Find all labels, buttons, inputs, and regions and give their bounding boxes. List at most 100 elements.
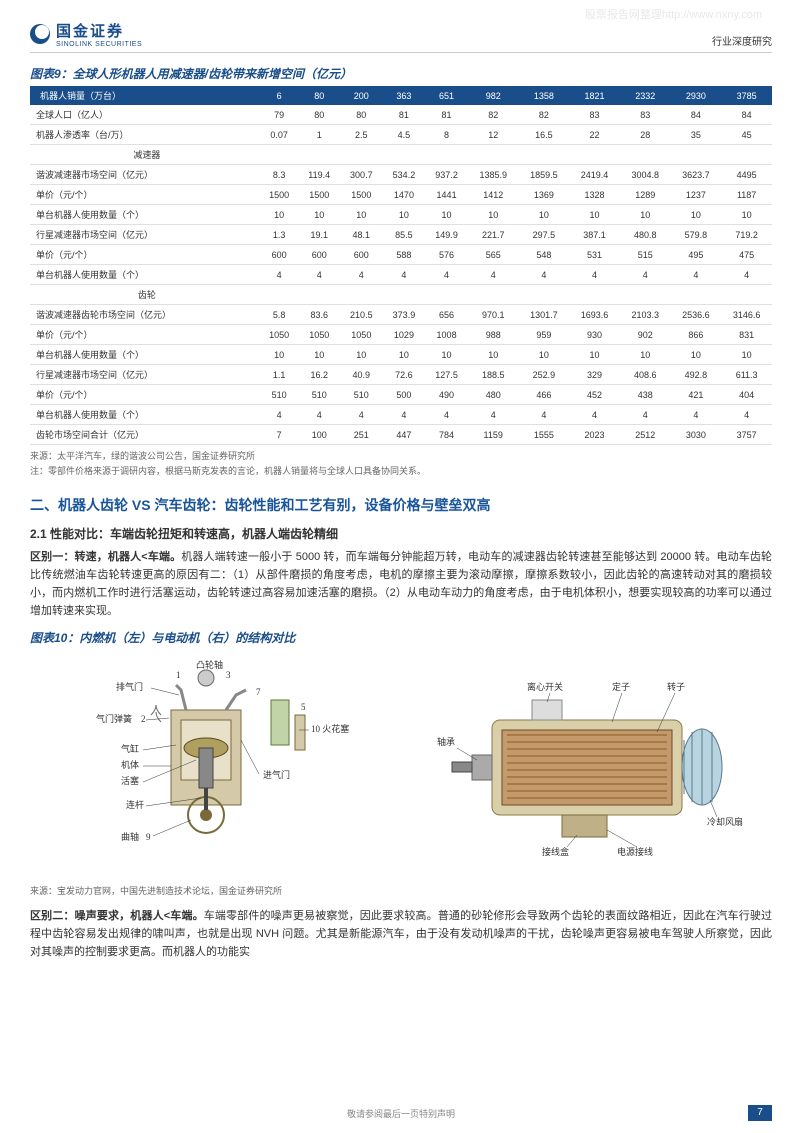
cell: 45 bbox=[721, 125, 772, 145]
row-label: 全球人口（亿人） bbox=[30, 105, 260, 125]
cell: 784 bbox=[425, 425, 468, 445]
cell: 1555 bbox=[519, 425, 570, 445]
cell: 4 bbox=[425, 405, 468, 425]
section-label: 减速器 bbox=[30, 145, 260, 165]
cell: 1289 bbox=[620, 185, 671, 205]
cell: 930 bbox=[569, 325, 620, 345]
footer: 敬请参阅最后一页特别声明 7 bbox=[0, 1105, 802, 1121]
cell: 4 bbox=[620, 265, 671, 285]
cell: 10 bbox=[620, 345, 671, 365]
cell: 0.07 bbox=[260, 125, 299, 145]
cell bbox=[260, 285, 299, 305]
cell bbox=[468, 145, 519, 165]
cell: 4 bbox=[468, 265, 519, 285]
cell: 81 bbox=[383, 105, 426, 125]
cell bbox=[340, 145, 383, 165]
table9: 机器人销量（万台）6802003636519821358182123322930… bbox=[30, 86, 772, 445]
cell bbox=[721, 145, 772, 165]
t9-header-col: 6 bbox=[260, 86, 299, 105]
cell: 4 bbox=[569, 405, 620, 425]
cell: 4 bbox=[260, 405, 299, 425]
cell: 28 bbox=[620, 125, 671, 145]
cell: 1050 bbox=[260, 325, 299, 345]
cell bbox=[383, 145, 426, 165]
table-row: 齿轮市场空间合计（亿元）7100251447784115915552023251… bbox=[30, 425, 772, 445]
t9-header-label: 机器人销量（万台） bbox=[30, 86, 260, 105]
fig10-source: 来源：宝发动力官网，中国先进制造技术论坛，国金证券研究所 bbox=[30, 884, 772, 897]
cell: 1500 bbox=[298, 185, 340, 205]
cell: 579.8 bbox=[671, 225, 722, 245]
cell: 149.9 bbox=[425, 225, 468, 245]
table-row: 单价（元/个）600600600588576565548531515495475 bbox=[30, 245, 772, 265]
cell: 902 bbox=[620, 325, 671, 345]
cell: 387.1 bbox=[569, 225, 620, 245]
cell bbox=[519, 145, 570, 165]
t9-header-col: 2332 bbox=[620, 86, 671, 105]
cell: 16.5 bbox=[519, 125, 570, 145]
cell: 10 bbox=[671, 345, 722, 365]
lbl-n7: 7 bbox=[256, 687, 261, 697]
cell: 10 bbox=[519, 345, 570, 365]
lbl-spring: 气门弹簧 bbox=[96, 713, 132, 724]
logo-block: 国金证券 SINOLINK SECURITIES bbox=[30, 20, 142, 48]
cell: 2512 bbox=[620, 425, 671, 445]
row-label: 机器人渗透率（台/万） bbox=[30, 125, 260, 145]
cell: 100 bbox=[298, 425, 340, 445]
cell bbox=[569, 285, 620, 305]
cell: 534.2 bbox=[383, 165, 426, 185]
cell: 10 bbox=[721, 205, 772, 225]
cell: 1500 bbox=[260, 185, 299, 205]
table-row: 单价（元/个）510510510500490480466452438421404 bbox=[30, 385, 772, 405]
t9-header-col: 982 bbox=[468, 86, 519, 105]
row-label: 单价（元/个） bbox=[30, 325, 260, 345]
cell: 576 bbox=[425, 245, 468, 265]
cell: 970.1 bbox=[468, 305, 519, 325]
table-row: 全球人口（亿人）7980808181828283838484 bbox=[30, 105, 772, 125]
cell: 81 bbox=[425, 105, 468, 125]
cell: 4 bbox=[468, 405, 519, 425]
cell: 3623.7 bbox=[671, 165, 722, 185]
lbl-intake: 进气门 bbox=[263, 769, 290, 780]
table-row: 行星减速器市场空间（亿元）1.116.240.972.6127.5188.525… bbox=[30, 365, 772, 385]
cell: 373.9 bbox=[383, 305, 426, 325]
cell: 82 bbox=[468, 105, 519, 125]
section-label: 齿轮 bbox=[30, 285, 260, 305]
table-row: 单价（元/个）105010501050102910089889599309028… bbox=[30, 325, 772, 345]
table-row: 机器人渗透率（台/万）0.0712.54.581216.522283545 bbox=[30, 125, 772, 145]
t9-header-col: 363 bbox=[383, 86, 426, 105]
cell bbox=[383, 285, 426, 305]
cell: 515 bbox=[620, 245, 671, 265]
cell: 22 bbox=[569, 125, 620, 145]
cell: 4 bbox=[383, 405, 426, 425]
lbl-bearing: 轴承 bbox=[437, 736, 455, 747]
lbl-rod: 连杆 bbox=[126, 799, 144, 810]
cell: 1237 bbox=[671, 185, 722, 205]
table-row: 单台机器人使用数量（个）44444444444 bbox=[30, 405, 772, 425]
row-label: 谐波减速器市场空间（亿元） bbox=[30, 165, 260, 185]
cell: 495 bbox=[671, 245, 722, 265]
cell: 40.9 bbox=[340, 365, 383, 385]
table9-note: 注：零部件价格来源于调研内容，根据马斯克发表的言论，机器人销量将与全球人口具备协… bbox=[30, 464, 772, 477]
p2-bold: 区别二：噪声要求，机器人<车端。 bbox=[30, 910, 204, 922]
watermark: 股票报告网整理http://www.nxny.com bbox=[585, 6, 762, 22]
lbl-n9: 9 bbox=[146, 832, 151, 842]
cell: 4 bbox=[519, 405, 570, 425]
cell: 10 bbox=[383, 345, 426, 365]
lbl-n2: 2 bbox=[141, 714, 146, 724]
cell: 4 bbox=[519, 265, 570, 285]
para-diff2: 区别二：噪声要求，机器人<车端。车端零部件的噪声更易被察觉，因此要求较高。普通的… bbox=[30, 907, 772, 961]
cell: 988 bbox=[468, 325, 519, 345]
cell: 1470 bbox=[383, 185, 426, 205]
cell: 19.1 bbox=[298, 225, 340, 245]
cell bbox=[620, 145, 671, 165]
cell: 10 bbox=[383, 205, 426, 225]
cell: 1369 bbox=[519, 185, 570, 205]
table-row: 单台机器人使用数量（个）44444444444 bbox=[30, 265, 772, 285]
cell: 252.9 bbox=[519, 365, 570, 385]
row-label: 单价（元/个） bbox=[30, 185, 260, 205]
cell: 72.6 bbox=[383, 365, 426, 385]
engine-left-svg: 凸轮轴 排气门 气门弹簧 2 气缸 机体 活塞 连杆 曲轴 9 3 1 7 bbox=[41, 660, 381, 870]
cell: 35 bbox=[671, 125, 722, 145]
cell: 1301.7 bbox=[519, 305, 570, 325]
cell: 1693.6 bbox=[569, 305, 620, 325]
